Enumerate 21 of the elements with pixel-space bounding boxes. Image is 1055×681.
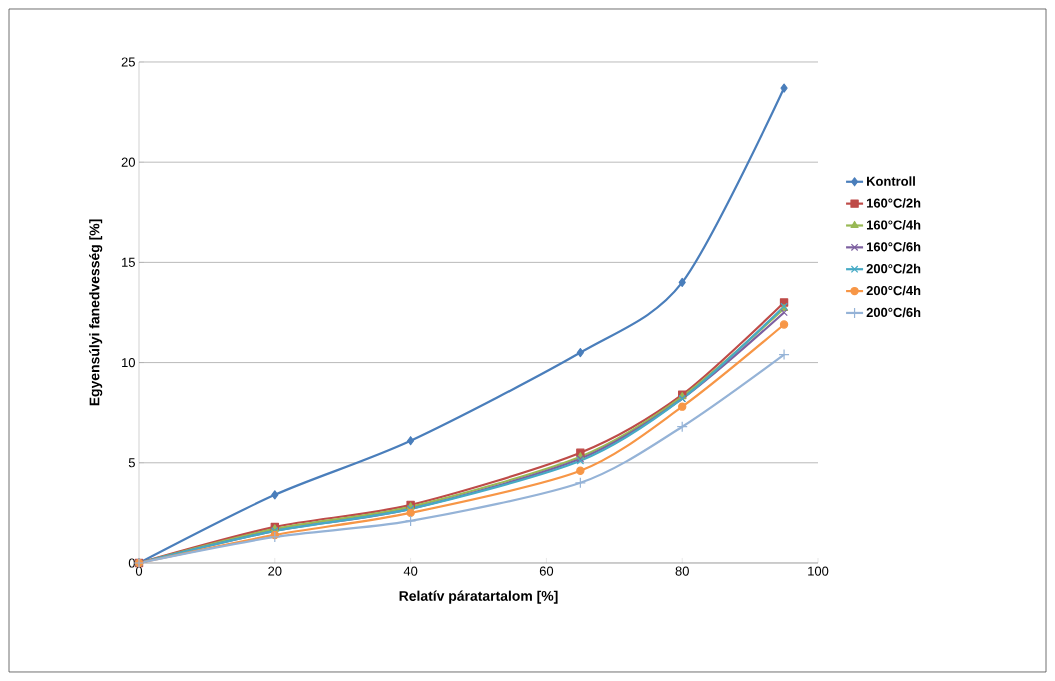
y-tick-label: 15 — [122, 257, 135, 267]
y-tick-label: 5 — [128, 458, 135, 468]
x-tick-label: 80 — [675, 566, 689, 576]
y-axis-title: Egyensúlyi fanedvesség [%] — [89, 219, 103, 406]
x-tick-label: 0 — [135, 566, 143, 576]
legend-label: 200°C/4h — [866, 285, 921, 296]
y-tick-label: 25 — [121, 57, 135, 67]
legend-label: 200°C/2h — [866, 263, 921, 274]
legend-label: 160°C/4h — [866, 220, 921, 230]
y-tick-label: 0 — [128, 558, 135, 568]
legend-label: 200°C/6h — [866, 307, 921, 318]
x-tick-label: 40 — [403, 566, 418, 576]
x-tick-label: 100 — [808, 566, 829, 576]
legend-label: 160°C/6h — [866, 241, 921, 252]
x-tick-label: 60 — [539, 566, 554, 576]
x-tick-label: 20 — [268, 566, 282, 576]
x-axis-title: Relatív páratartalom [%] — [399, 590, 558, 604]
y-tick-label: 20 — [121, 157, 135, 167]
legend-label: Kontroll — [867, 176, 915, 186]
legend-label: 160°C/2h — [866, 198, 921, 208]
y-tick-label: 10 — [122, 358, 135, 368]
